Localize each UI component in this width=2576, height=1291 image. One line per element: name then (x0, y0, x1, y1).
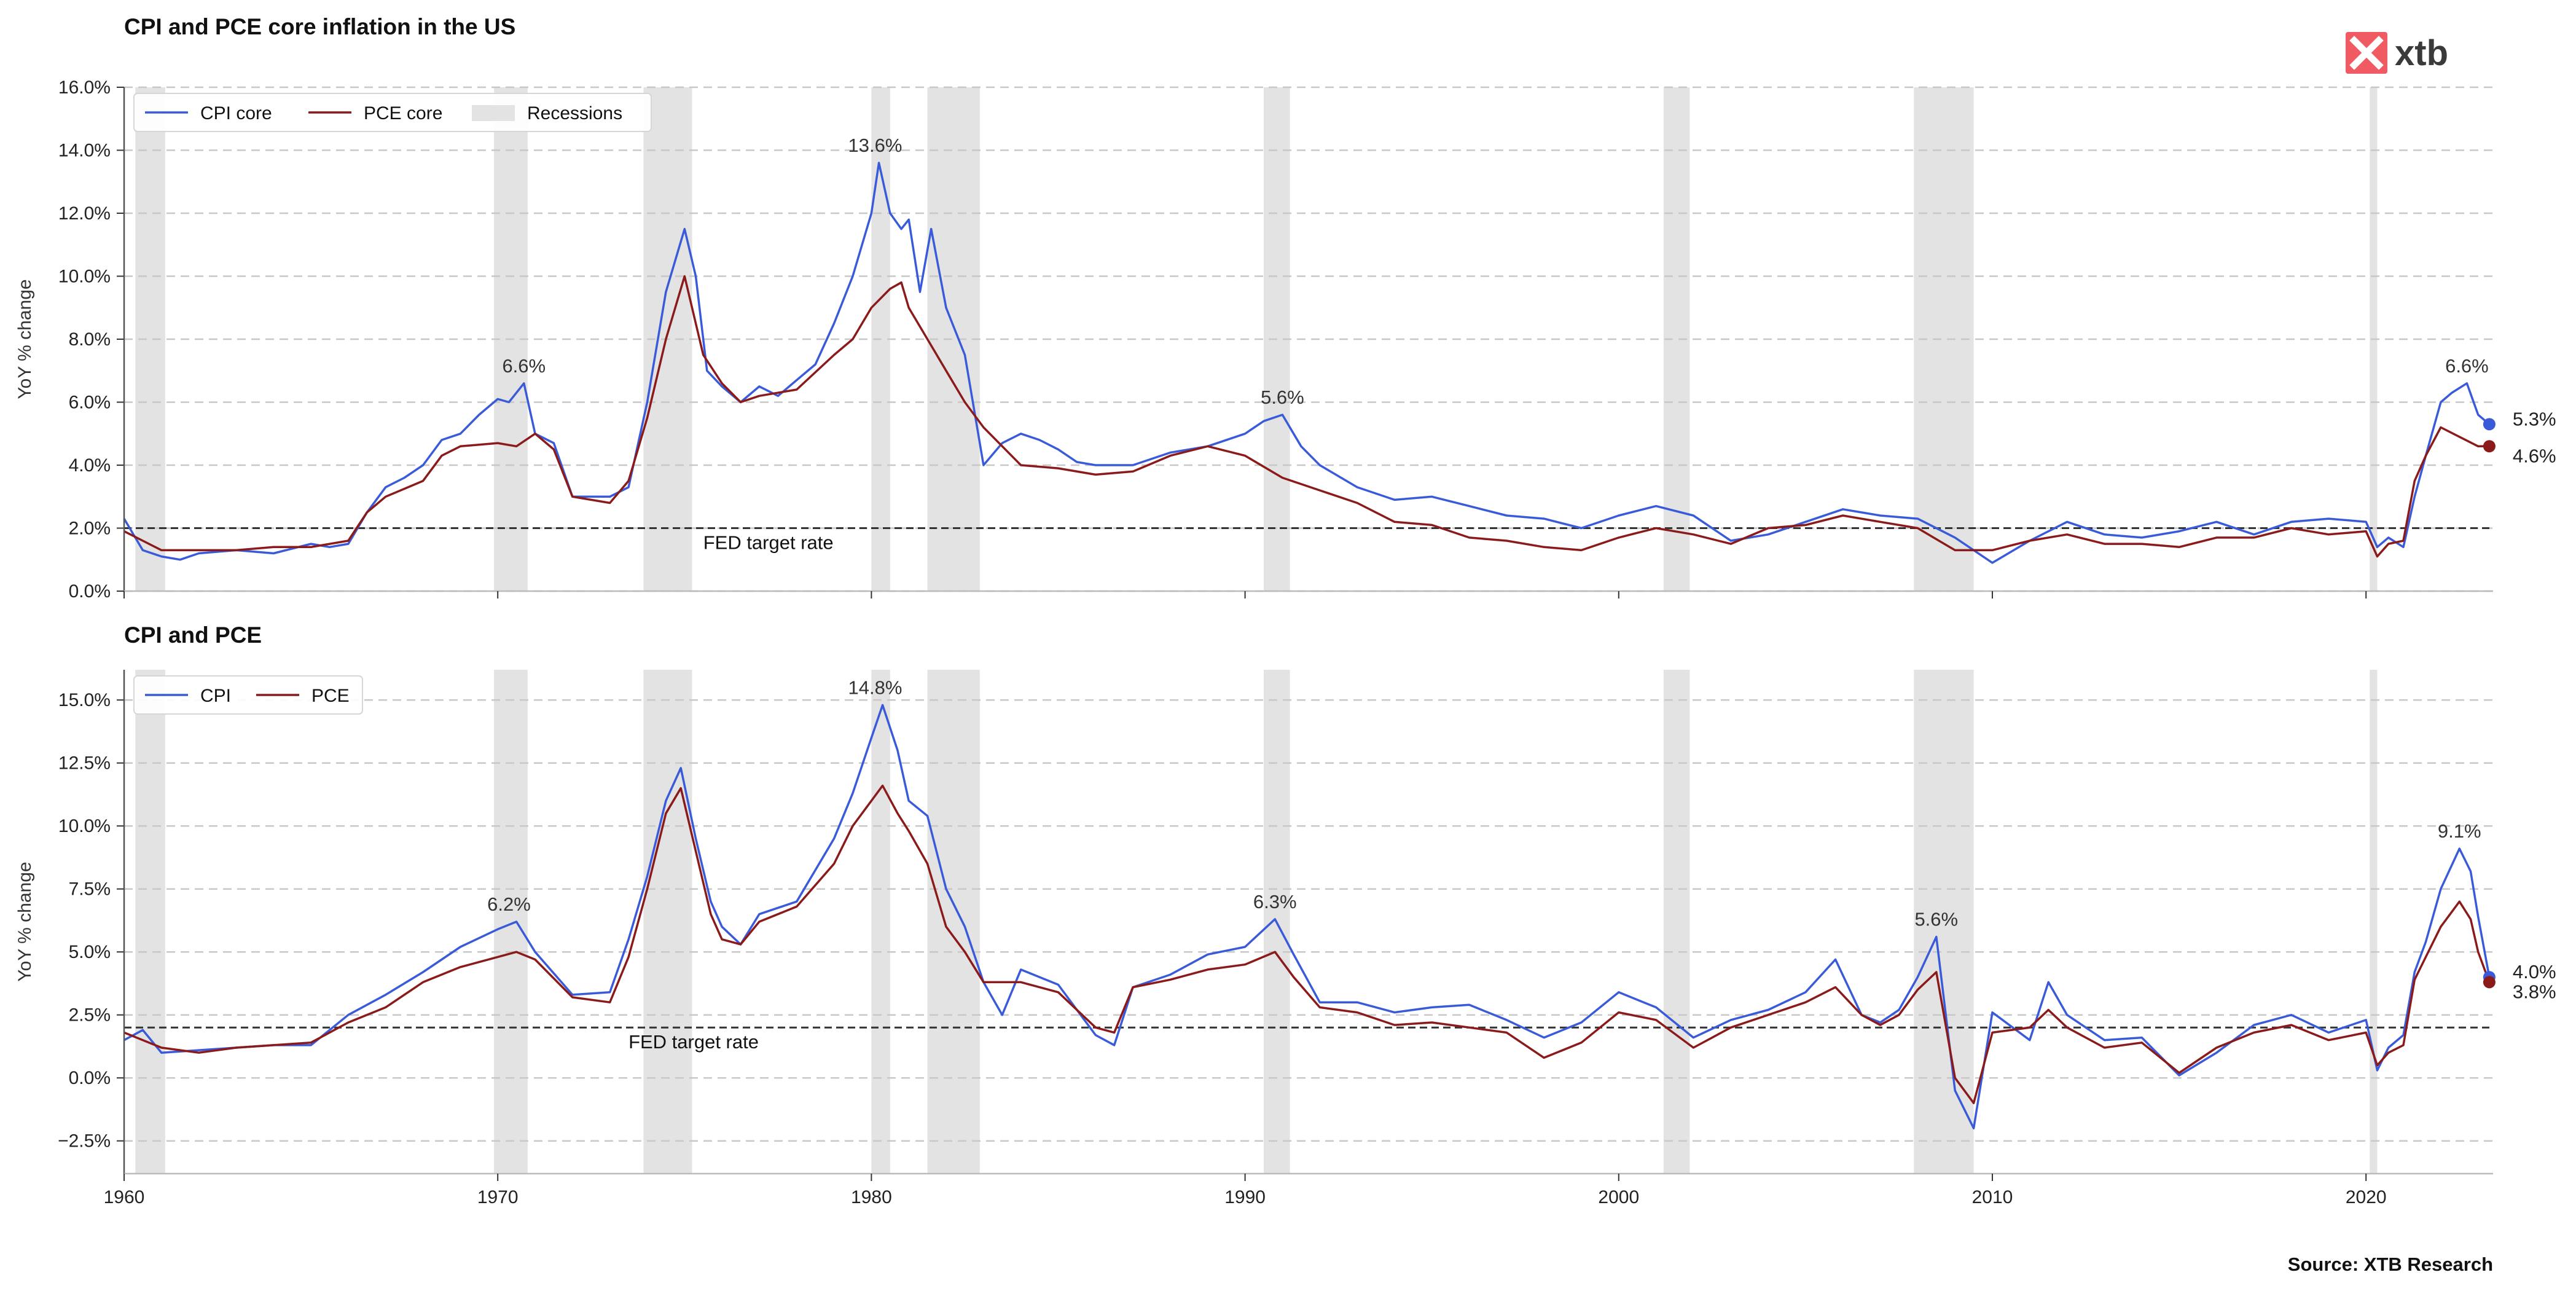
xtb-logo: xtb (2346, 32, 2448, 74)
top-end-value-label-1: 4.6% (2513, 445, 2556, 466)
bottom-panel: FED target rate −2.5% 0.0% 2.5% 5.0% 7.5% 10.… (15, 670, 2556, 1175)
bottom-recession-band-1 (494, 670, 528, 1174)
bottom-peak-annotation-2: 6.3% (1253, 891, 1297, 912)
top-legend-box (133, 93, 652, 132)
bottom-y-tick-label-7: 15.0% (58, 690, 111, 710)
x-tick-label-2: 1980 (851, 1187, 892, 1207)
bottom-recession-band-0 (135, 670, 165, 1174)
bottom-annotations: 6.2% 14.8% 6.3% 5.6% 9.1% (487, 677, 2481, 930)
bottom-recession-band-3 (871, 670, 890, 1174)
bottom-y-tick-label-6: 12.5% (58, 753, 111, 774)
top-annotations: 6.6% 13.6% 5.6% 6.6% (502, 135, 2488, 408)
top-peak-annotation-0: 6.6% (502, 355, 546, 377)
top-peak-annotation-2: 5.6% (1261, 387, 1304, 408)
top-chart-title: CPI and PCE core inflation in the US (124, 14, 515, 39)
top-y-ticks: 0.0% 2.0% 4.0% 6.0% 8.0% 10.0% 12.0% 14.0% 16.0% (58, 77, 2493, 602)
x-tick-label-6: 2020 (2346, 1187, 2387, 1207)
top-peak-annotation-3: 6.6% (2445, 355, 2489, 377)
top-legend-swatch-recessions (472, 105, 515, 121)
x-axis: 1960 1970 1980 1990 2000 2010 2020 (104, 591, 2387, 1207)
bottom-peak-annotation-3: 5.6% (1914, 909, 1958, 930)
top-series-line-pce-core (123, 275, 2489, 558)
bottom-recession-band-4 (927, 670, 980, 1174)
bottom-y-tick-label-0: −2.5% (58, 1131, 111, 1152)
top-y-tick-label-7: 14.0% (58, 141, 111, 161)
bottom-target-label: FED target rate (628, 1031, 759, 1053)
bottom-recession-band-8 (2370, 670, 2378, 1174)
x-tick-label-1: 1970 (477, 1187, 519, 1207)
x-tick-label-5: 2010 (1972, 1187, 2013, 1207)
bottom-end-marker-1 (2483, 976, 2496, 989)
top-target-label: FED target rate (703, 532, 834, 554)
top-legend: CPI core PCE core Recessions (133, 93, 652, 132)
bottom-recessions (135, 670, 2378, 1174)
x-tick-label-0: 1960 (104, 1187, 145, 1207)
bottom-recession-band-6 (1663, 670, 1690, 1174)
bottom-series-line-pce (123, 784, 2491, 1104)
bottom-peak-annotation-1: 14.8% (848, 677, 902, 698)
top-y-axis-label: YoY % change (15, 279, 35, 399)
x-tick-label-4: 2000 (1598, 1187, 1639, 1207)
bottom-y-tick-label-2: 2.5% (69, 1005, 111, 1026)
top-peak-annotation-1: 13.6% (848, 135, 902, 156)
bottom-peak-annotation-0: 6.2% (487, 893, 531, 915)
x-tick-label-3: 1990 (1224, 1187, 1266, 1207)
top-y-tick-label-4: 8.0% (69, 329, 111, 350)
bottom-end-value-label-1: 3.8% (2513, 981, 2556, 1002)
bottom-y-tick-label-1: 0.0% (69, 1068, 111, 1088)
top-y-tick-label-1: 2.0% (69, 519, 111, 539)
bottom-legend-label-cpi: CPI (200, 686, 231, 706)
top-series-line-cpi-core (123, 162, 2491, 564)
source-note: Source: XTB Research (2288, 1254, 2493, 1275)
top-y-tick-label-0: 0.0% (69, 581, 111, 602)
top-y-tick-label-2: 4.0% (69, 455, 111, 476)
top-y-tick-label-8: 16.0% (58, 77, 111, 98)
bottom-y-ticks: −2.5% 0.0% 2.5% 5.0% 7.5% 10.0% 12.5% 15.0% (58, 670, 2493, 1175)
bottom-y-tick-label-3: 5.0% (69, 942, 111, 962)
bottom-peak-annotation-4: 9.1% (2438, 820, 2481, 842)
bottom-legend: CPI PCE (133, 675, 363, 715)
bottom-series-lines (123, 704, 2491, 1129)
top-legend-label-pce-core: PCE core (364, 103, 442, 124)
bottom-end-value-label-0: 4.0% (2513, 961, 2556, 983)
bottom-series-line-cpi (123, 704, 2491, 1129)
top-end-value-label-0: 5.3% (2513, 408, 2556, 430)
top-end-marker-0 (2483, 418, 2496, 431)
xtb-logo-text: xtb (2395, 33, 2448, 73)
bottom-legend-box (133, 675, 363, 715)
top-y-tick-label-6: 12.0% (58, 203, 111, 224)
bottom-legend-label-pce: PCE (311, 686, 350, 706)
bottom-y-tick-label-5: 10.0% (58, 816, 111, 836)
top-y-tick-label-3: 6.0% (69, 393, 111, 413)
top-legend-label-recessions: Recessions (527, 103, 622, 124)
bottom-y-tick-label-4: 7.5% (69, 879, 111, 900)
top-legend-label-cpi-core: CPI core (200, 103, 272, 124)
top-panel: FED target rate 0.0% 2.0% 4.0% 6.0% 8.0% 10.0… (15, 77, 2556, 602)
top-y-tick-label-5: 10.0% (58, 267, 111, 287)
bottom-recession-band-2 (643, 670, 692, 1174)
top-end-markers: 5.3% 4.6% (2483, 408, 2556, 466)
bottom-chart-title: CPI and PCE (124, 622, 262, 648)
bottom-end-markers: 4.0%3.8% (2483, 961, 2556, 1002)
top-end-marker-1 (2483, 440, 2496, 453)
bottom-y-axis-label: YoY % change (15, 861, 35, 981)
top-series-lines (123, 162, 2491, 564)
